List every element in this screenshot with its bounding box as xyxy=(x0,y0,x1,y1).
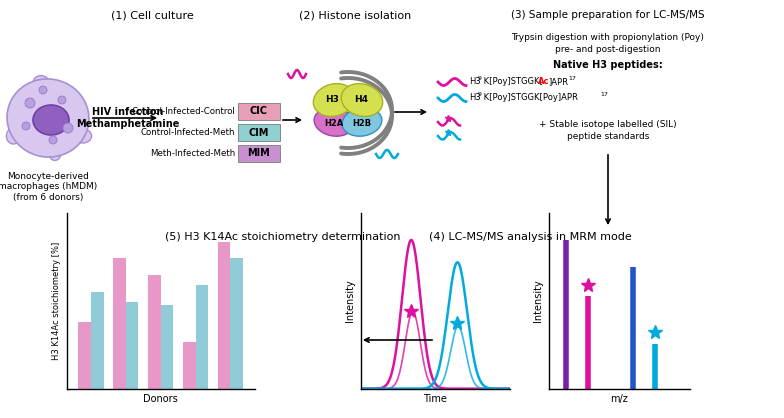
Text: 9: 9 xyxy=(478,92,482,97)
Ellipse shape xyxy=(33,105,69,135)
Text: (3) Sample preparation for LC-MS/MS: (3) Sample preparation for LC-MS/MS xyxy=(511,10,705,20)
Text: ]APR: ]APR xyxy=(548,77,568,87)
Bar xyxy=(91,292,103,389)
Text: Control-Infected-Meth: Control-Infected-Meth xyxy=(140,128,235,137)
Text: (4) LC-MS/MS analysis in MRM mode: (4) LC-MS/MS analysis in MRM mode xyxy=(429,232,631,242)
Bar xyxy=(114,258,126,389)
Text: Native H3 peptides:: Native H3 peptides: xyxy=(554,60,663,70)
Text: H4: H4 xyxy=(354,95,368,104)
Text: H3: H3 xyxy=(469,94,481,102)
Bar xyxy=(126,302,139,389)
Text: (2) Histone isolation: (2) Histone isolation xyxy=(299,10,411,20)
Ellipse shape xyxy=(49,146,61,161)
Text: CIM: CIM xyxy=(249,127,269,138)
Circle shape xyxy=(39,86,47,94)
Text: H3: H3 xyxy=(469,77,481,87)
Text: Trypsin digestion with propionylation (Poy): Trypsin digestion with propionylation (P… xyxy=(512,33,705,42)
Text: K[Poy]STGGK[Poy]APR: K[Poy]STGGK[Poy]APR xyxy=(481,94,578,102)
Text: K[Poy]STGGK[: K[Poy]STGGK[ xyxy=(481,77,543,87)
Ellipse shape xyxy=(314,108,354,136)
Ellipse shape xyxy=(314,84,354,116)
Text: 17: 17 xyxy=(600,92,608,97)
Ellipse shape xyxy=(7,79,89,157)
Bar xyxy=(230,258,243,389)
Text: peptide standards: peptide standards xyxy=(567,132,649,141)
Text: (5) H3 K14Ac stoichiometry determination: (5) H3 K14Ac stoichiometry determination xyxy=(165,232,401,242)
Ellipse shape xyxy=(341,84,383,116)
Ellipse shape xyxy=(342,108,382,136)
Text: 17: 17 xyxy=(568,76,576,82)
Text: H2A: H2A xyxy=(325,118,343,127)
Text: Ac: Ac xyxy=(538,77,550,87)
Y-axis label: Intensity: Intensity xyxy=(533,280,543,322)
Text: H3: H3 xyxy=(325,95,339,104)
Text: pre- and post-digestion: pre- and post-digestion xyxy=(555,45,661,54)
Text: + Stable isotope labelled (SIL): + Stable isotope labelled (SIL) xyxy=(539,120,677,129)
Bar xyxy=(195,285,208,389)
Text: Methamphetamine: Methamphetamine xyxy=(76,119,180,129)
Circle shape xyxy=(58,96,66,104)
Circle shape xyxy=(22,122,30,130)
Circle shape xyxy=(63,123,73,133)
FancyBboxPatch shape xyxy=(238,124,280,141)
Circle shape xyxy=(25,98,35,108)
Ellipse shape xyxy=(74,129,92,143)
Text: Meth-Infected-Meth: Meth-Infected-Meth xyxy=(150,149,235,158)
X-axis label: Donors: Donors xyxy=(143,394,178,404)
Bar xyxy=(161,305,173,389)
Y-axis label: Intensity: Intensity xyxy=(345,280,355,322)
Text: Control-Infected-Control: Control-Infected-Control xyxy=(131,107,235,116)
X-axis label: m/z: m/z xyxy=(611,394,628,404)
Bar xyxy=(78,322,91,389)
Text: H2B: H2B xyxy=(353,118,372,127)
X-axis label: Time: Time xyxy=(423,394,447,404)
Text: MIM: MIM xyxy=(248,148,270,158)
Y-axis label: H3 K14Ac stoichiometry [%]: H3 K14Ac stoichiometry [%] xyxy=(52,242,61,360)
FancyBboxPatch shape xyxy=(238,145,280,162)
Text: HIV infection: HIV infection xyxy=(93,107,164,117)
Ellipse shape xyxy=(6,128,20,144)
Text: 9: 9 xyxy=(478,76,482,82)
Text: (1) Cell culture: (1) Cell culture xyxy=(111,10,194,20)
Circle shape xyxy=(49,136,57,144)
Bar xyxy=(148,275,161,389)
Bar xyxy=(218,242,230,389)
Text: CIC: CIC xyxy=(250,107,268,117)
FancyBboxPatch shape xyxy=(238,103,280,120)
Text: Monocyte-derived
macrophages (hMDM)
(from 6 donors): Monocyte-derived macrophages (hMDM) (fro… xyxy=(0,172,98,202)
Bar xyxy=(183,342,195,389)
Ellipse shape xyxy=(33,76,49,89)
